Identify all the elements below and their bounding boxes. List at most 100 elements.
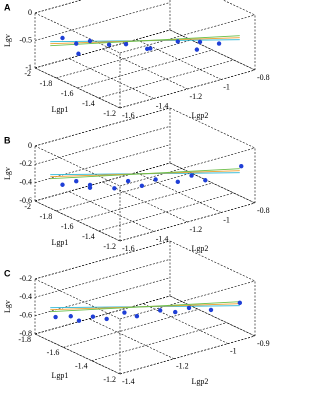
grid-line xyxy=(88,318,175,360)
fit-line xyxy=(50,35,240,47)
grid-line xyxy=(34,67,121,109)
x-tick-label: -1.4 xyxy=(82,99,95,108)
grid-line xyxy=(34,277,171,316)
grid-line xyxy=(34,333,121,375)
point xyxy=(197,39,203,45)
grid-line xyxy=(34,144,171,183)
grid-line xyxy=(34,29,171,69)
point xyxy=(74,41,79,46)
grid-line xyxy=(169,162,256,204)
point xyxy=(87,38,93,44)
x-axis-label: Lgp1 xyxy=(52,238,69,247)
grid-line xyxy=(34,162,171,202)
panel-label: B xyxy=(4,135,11,145)
point xyxy=(87,182,93,188)
box-edge xyxy=(119,14,256,54)
x-tick-label: -1.6 xyxy=(47,348,60,357)
y-tick-label: -1.2 xyxy=(190,225,203,234)
y-axis-label: Lgp2 xyxy=(192,244,209,253)
y-tick-label: -0.9 xyxy=(257,339,270,348)
x-tick-label: -1.2 xyxy=(103,375,116,384)
grid-line xyxy=(34,200,121,242)
x-tick-label: -1.2 xyxy=(103,242,116,251)
z-tick-label: -0.2 xyxy=(19,274,32,283)
grid-line xyxy=(34,2,171,41)
grid-line xyxy=(34,0,83,14)
y-tick-label: -1.6 xyxy=(122,111,135,120)
y-tick-label: -1 xyxy=(223,82,230,91)
fit-line xyxy=(50,301,240,313)
box-edge xyxy=(222,0,256,16)
z-tick-label: -0.4 xyxy=(19,292,32,301)
point xyxy=(175,39,181,44)
point xyxy=(60,182,65,187)
grid-line xyxy=(34,295,171,335)
z-tick-label: -0.4 xyxy=(19,177,32,186)
point xyxy=(104,316,109,322)
x-tick-label: -1.4 xyxy=(75,361,88,370)
z-axis-label: Lgv xyxy=(3,34,12,47)
point xyxy=(74,179,79,184)
point xyxy=(76,51,81,56)
box-edge xyxy=(34,0,83,14)
point xyxy=(90,314,96,319)
grid-line xyxy=(119,335,256,375)
y-tick-label: -1 xyxy=(230,346,237,355)
y-axis-label: Lgp2 xyxy=(192,111,209,120)
x-axis-label: Lgp1 xyxy=(52,371,69,380)
z-tick-label: -0.2 xyxy=(19,159,32,168)
grid-line xyxy=(68,191,154,232)
y-tick-label: -1.4 xyxy=(122,377,135,386)
y-tick-label: -1 xyxy=(223,215,230,224)
y-tick-label: -1.4 xyxy=(156,234,169,243)
point xyxy=(153,177,158,182)
box-edge xyxy=(169,240,256,282)
point xyxy=(134,313,140,319)
z-tick-label: 0 xyxy=(28,8,32,17)
point xyxy=(112,186,117,191)
z-tick-label: -1 xyxy=(25,63,32,72)
y-tick-label: -1.2 xyxy=(190,92,203,101)
point xyxy=(123,41,129,47)
y-tick-label: -1.2 xyxy=(176,362,189,371)
x-tick-label: -1.8 xyxy=(40,212,53,221)
grid-line xyxy=(34,259,171,298)
point xyxy=(139,183,145,188)
point xyxy=(122,310,127,315)
point xyxy=(216,41,222,46)
point xyxy=(175,179,181,185)
point xyxy=(76,318,82,323)
x-tick-label: -1.2 xyxy=(103,109,116,118)
x-tick-label: -2 xyxy=(24,202,31,211)
x-tick-label: -1.6 xyxy=(61,222,74,231)
box-edge xyxy=(34,145,121,187)
grid-line xyxy=(98,59,234,99)
figure: -1-0.50-2-1.8-1.6-1.4-1.2 -1.6-1.4-1.2-1-… xyxy=(3,0,270,386)
point xyxy=(203,178,208,183)
point xyxy=(239,164,244,169)
point xyxy=(173,309,178,315)
x-tick-label: -1.8 xyxy=(40,79,53,88)
y-tick-label: -1.6 xyxy=(122,244,135,253)
y-tick-label: -1.4 xyxy=(156,101,169,110)
point xyxy=(106,42,112,47)
grid-line xyxy=(91,322,227,361)
box-edge xyxy=(169,107,256,149)
grid-line xyxy=(102,181,188,223)
panel-label: A xyxy=(4,2,11,12)
z-tick-label: -0.8 xyxy=(19,329,32,338)
box-edge xyxy=(119,147,256,187)
grid-line xyxy=(34,107,171,147)
x-tick-label: -1.4 xyxy=(82,232,95,241)
point xyxy=(208,307,214,313)
box-edge xyxy=(119,280,256,320)
x-tick-label: -1.6 xyxy=(61,89,74,98)
point xyxy=(157,308,163,313)
point xyxy=(68,314,73,319)
grid-line xyxy=(102,48,188,90)
point xyxy=(60,35,65,41)
box-edge xyxy=(34,12,121,54)
box-edge xyxy=(34,278,121,320)
grid-line xyxy=(63,309,199,348)
x-tick-label: -1.8 xyxy=(18,335,31,344)
